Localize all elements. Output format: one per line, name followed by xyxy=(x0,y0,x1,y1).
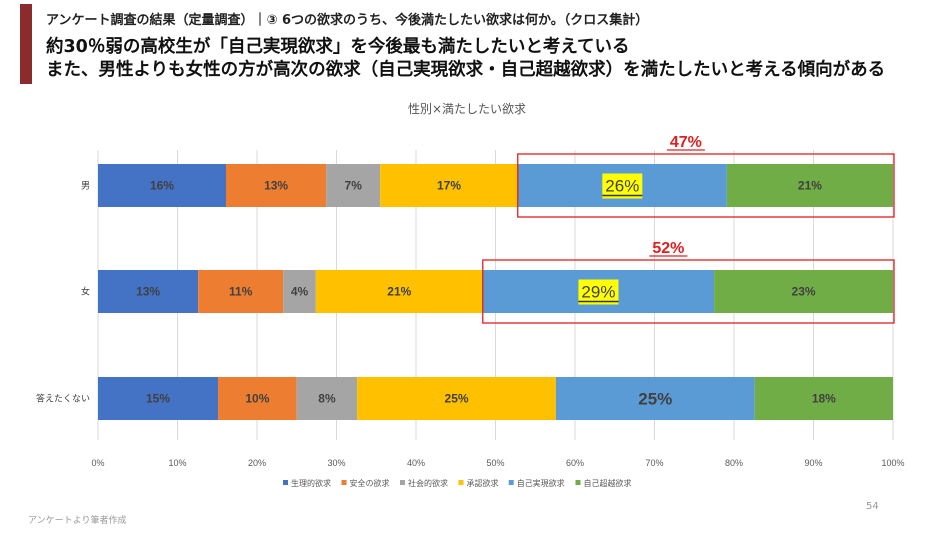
accent-bar xyxy=(20,4,32,84)
data-label: 26% xyxy=(605,177,639,196)
x-tick-label: 90% xyxy=(804,458,822,468)
legend-swatch xyxy=(458,480,464,485)
source-note: アンケートより筆者作成 xyxy=(28,516,127,526)
data-label: 16% xyxy=(150,179,174,193)
x-tick-label: 20% xyxy=(248,458,266,468)
headline-line-1: 約30％弱の高校生が「自己実現欲求」を今後最も満たしたいと考えている xyxy=(46,37,630,57)
data-label: 25% xyxy=(445,392,469,406)
page-number: 54 xyxy=(866,501,879,512)
data-label: 29% xyxy=(581,283,615,302)
legend-label: 承認欲求 xyxy=(467,478,499,488)
annotation-label: 52% xyxy=(652,240,684,257)
legend-label: 生理的欲求 xyxy=(291,478,331,488)
bar-segment xyxy=(98,270,199,313)
data-label: 10% xyxy=(245,392,269,406)
x-tick-label: 10% xyxy=(168,458,186,468)
data-label: 13% xyxy=(136,285,160,299)
data-label: 23% xyxy=(792,285,816,299)
bar-segment xyxy=(198,270,284,313)
annotation-box xyxy=(482,259,895,324)
category-label: 女 xyxy=(81,286,90,298)
bar-segment xyxy=(380,164,518,207)
bar-segment xyxy=(218,377,297,420)
x-tick-label: 30% xyxy=(327,458,345,468)
x-tick-label: 100% xyxy=(881,458,904,468)
bar-segment xyxy=(225,164,327,207)
annotation-label: 47% xyxy=(670,134,702,151)
legend-swatch xyxy=(508,480,514,485)
bar-segment xyxy=(283,270,316,313)
bar-segment xyxy=(326,164,381,207)
page-title: 約30％弱の高校生が「自己実現欲求」を今後最も満たしたいと考えている また、男性… xyxy=(46,36,885,82)
annotation-box xyxy=(517,153,895,218)
data-label: 4% xyxy=(291,285,309,299)
legend-label: 社会的欲求 xyxy=(408,478,448,488)
breadcrumb: アンケート調査の結果（定量調査）｜③ 6つの欲求のうち、今後満たしたい欲求は何か… xyxy=(46,13,649,28)
legend-swatch xyxy=(575,480,581,485)
x-tick-label: 50% xyxy=(486,458,504,468)
data-label: 21% xyxy=(387,285,411,299)
data-label: 21% xyxy=(798,179,822,193)
data-label: 17% xyxy=(437,179,461,193)
highlight-marker xyxy=(602,173,643,199)
legend-swatch xyxy=(400,480,405,485)
x-tick-label: 60% xyxy=(566,458,584,468)
bar-segment xyxy=(296,377,358,420)
data-label: 25% xyxy=(638,390,672,409)
legend-swatch xyxy=(341,480,347,485)
x-tick-label: 70% xyxy=(645,458,663,468)
x-tick-label: 0% xyxy=(91,458,104,468)
bar-segment xyxy=(315,270,483,313)
bar-segment xyxy=(555,377,755,420)
data-label: 13% xyxy=(264,179,288,193)
data-label: 15% xyxy=(146,392,170,406)
legend-label: 自己実現欲求 xyxy=(517,478,565,488)
headline-line-2: また、男性よりも女性の方が高次の欲求（自己実現欲求・自己超越欲求）を満たしたいと… xyxy=(46,60,886,80)
x-tick-label: 80% xyxy=(725,458,743,468)
bar-segment xyxy=(357,377,556,420)
bar-segment xyxy=(726,164,893,207)
category-label: 男 xyxy=(81,181,90,192)
bar-segment xyxy=(98,164,226,207)
data-label: 11% xyxy=(229,285,253,299)
x-tick-label: 40% xyxy=(407,458,425,468)
category-label: 答えたくない xyxy=(36,393,90,405)
legend-swatch xyxy=(283,480,288,485)
chart-title: 性別×満たしたい欲求 xyxy=(407,102,527,116)
legend-label: 自己超越欲求 xyxy=(584,478,632,488)
highlight-marker xyxy=(578,279,619,305)
bar-segment xyxy=(98,377,219,420)
data-label: 7% xyxy=(345,179,363,193)
bar-segment xyxy=(714,270,893,313)
bar-segment xyxy=(754,377,893,420)
legend-label: 安全の欲求 xyxy=(350,478,390,488)
data-label: 18% xyxy=(812,392,836,406)
data-label: 8% xyxy=(318,392,336,406)
